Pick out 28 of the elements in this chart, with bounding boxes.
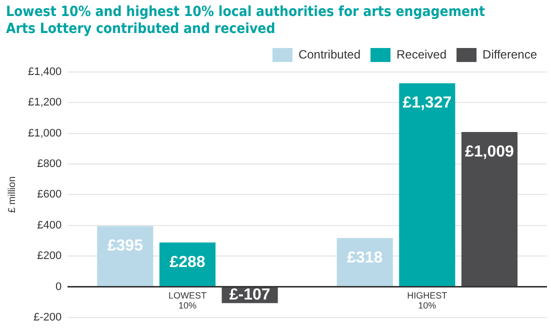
y-tick-label: £1,000 [28,127,62,140]
bar [336,238,393,286]
x-tick-label: LOWEST 10% [168,290,207,311]
legend-label: Difference [482,47,538,62]
y-tick-label: £1,400 [28,66,62,78]
y-tick-label: 0 [56,280,62,293]
y-axis-title: £ million [6,176,18,214]
data-label: £-107 [229,286,270,304]
y-tick-label: £1,200 [28,96,62,109]
chart-title: Lowest 10% and highest 10% local authorities for arts engagement [6,4,486,21]
data-label: £288 [170,254,206,271]
bar [97,226,154,286]
legend-label: Received [396,47,447,62]
y-tick-label: £-200 [34,311,62,324]
y-tick-label: £400 [37,219,62,232]
bar [399,83,456,286]
y-tick-label: £200 [37,250,62,262]
data-label: £1,327 [402,94,452,112]
bar [461,132,518,286]
chart-subtitle: Arts Lottery contributed and received [6,21,276,38]
data-label: £395 [107,238,144,255]
y-tick-label: £800 [37,158,62,170]
x-tick-label: HIGHEST 10% [407,290,448,311]
y-tick-label: £600 [37,188,62,201]
bar [159,242,216,286]
legend-label: Contributed [298,47,361,62]
data-label: £318 [347,249,383,266]
data-label: £1,009 [465,143,514,160]
